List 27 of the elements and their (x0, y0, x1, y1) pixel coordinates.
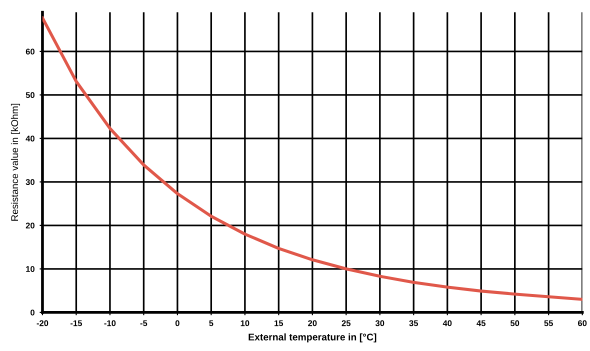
x-tick-label: 20 (308, 320, 317, 326)
x-tick-label: 50 (510, 320, 520, 326)
y-tick-label: 60 (26, 48, 34, 55)
x-tick-label: 25 (342, 320, 351, 326)
x-tick-label: 55 (544, 320, 553, 326)
x-tick-label: -10 (104, 320, 116, 326)
y-tick-label: 20 (26, 222, 34, 229)
line-series (42, 16, 582, 301)
x-tick-label: 35 (409, 320, 418, 326)
x-tick-label: 60 (578, 320, 587, 326)
x-tick-label: -5 (140, 320, 148, 326)
y-tick-label: 30 (26, 179, 34, 186)
x-tick-label: 0 (175, 320, 180, 326)
x-tick-label: 30 (375, 320, 384, 326)
x-tick-label: -20 (36, 320, 48, 326)
x-tick-label: 15 (274, 320, 284, 326)
x-tick-label: 10 (240, 320, 250, 326)
y-tick-label: 50 (26, 92, 34, 98)
y-axis-title: Resistance value in [kOhm] (10, 104, 20, 221)
y-tick-label: 10 (26, 266, 34, 272)
x-tick-label: 40 (442, 320, 452, 326)
y-tick-label: 40 (26, 136, 34, 142)
x-axis-title: External temperature in [°C] (248, 333, 376, 342)
x-tick-label: 5 (209, 320, 214, 326)
x-tick-label: -15 (70, 320, 82, 326)
x-tick-label: 45 (476, 320, 486, 326)
y-tick-label: 0 (30, 310, 34, 316)
